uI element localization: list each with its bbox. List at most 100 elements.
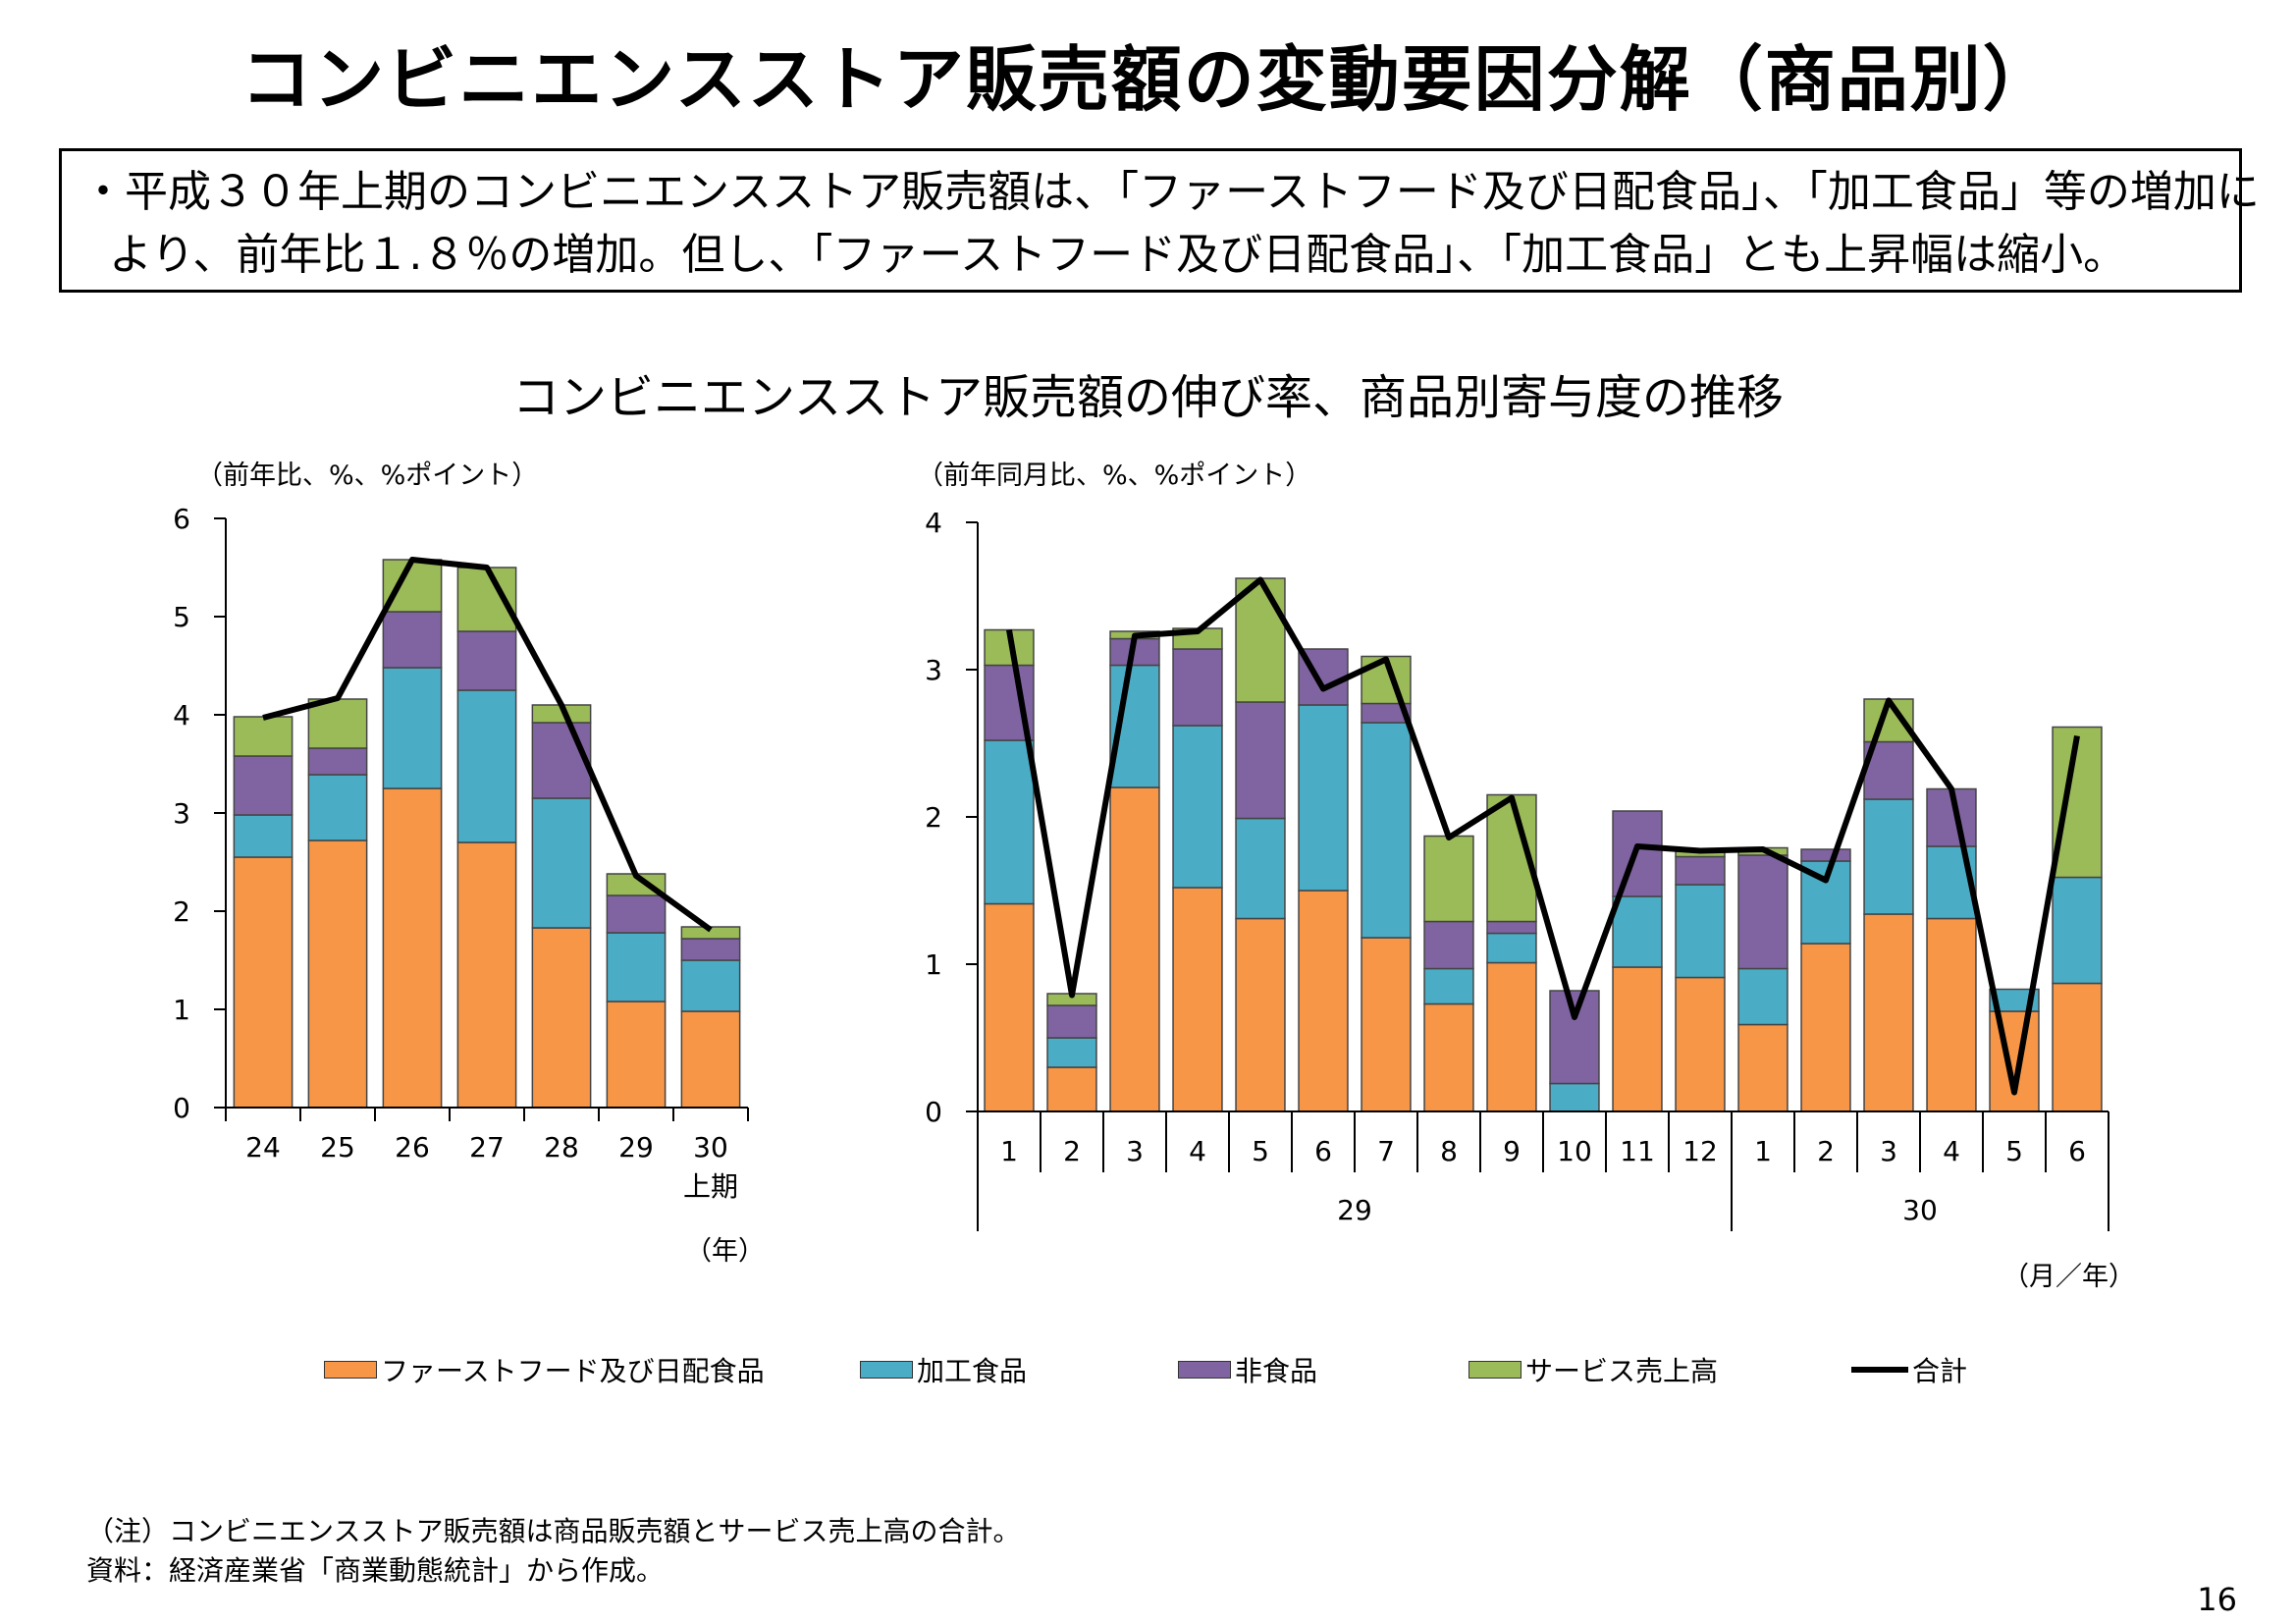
bar-segment-non-food — [1486, 920, 1537, 935]
x-tick-label: 8 — [1440, 1135, 1458, 1167]
bar-segment-non-food — [1423, 920, 1474, 970]
bar-segment-processed-food — [1863, 798, 1914, 915]
bar-segment-non-food — [680, 938, 741, 961]
y-tick-label: 5 — [173, 601, 190, 633]
bar-segment-non-food — [382, 611, 443, 669]
x-group-label: 30 — [1902, 1194, 1938, 1226]
x-tick-label: 1 — [1754, 1135, 1772, 1167]
bar-segment-fastfood — [1298, 890, 1349, 1112]
summary-line-2: より、前年比１.８％の増加。但し、「ファーストフード及び日配食品」、「加工食品」… — [109, 230, 2127, 280]
y-tick-label: 4 — [925, 507, 942, 539]
y-tick-label: 0 — [925, 1096, 942, 1128]
y-tick-label: 1 — [173, 994, 190, 1026]
bar-segment-non-food — [1172, 648, 1223, 727]
bar-segment-processed-food — [680, 959, 741, 1012]
bar-segment-fastfood — [2052, 982, 2103, 1112]
bar-segment-non-food — [307, 747, 368, 776]
bar-segment-processed-food — [2052, 876, 2103, 985]
bar-segment-service — [1235, 577, 1286, 703]
bar-segment-processed-food — [606, 932, 667, 1002]
total-line — [262, 557, 713, 933]
x-tick-label: 3 — [1880, 1135, 1897, 1167]
legend-item-total: 合計 — [1851, 1350, 1967, 1389]
notes: （注）コンビニエンスストア販売額は商品販売額とサービス売上高の合計。 資料：経済… — [86, 1512, 1020, 1591]
y-tick-label: 2 — [925, 801, 942, 834]
bar-segment-fastfood — [680, 1010, 741, 1109]
right-chart-unit-label: （前年同月比、%、%ポイント） — [917, 460, 1312, 491]
right-chart-x-unit: （月／年） — [2002, 1262, 2135, 1292]
x-tick-label: 5 — [2005, 1135, 2023, 1167]
legend-label-processed-food: 加工食品 — [917, 1355, 1028, 1387]
bar-segment-processed-food — [984, 739, 1035, 905]
bar-segment-fastfood — [984, 902, 1035, 1112]
page-title: コンビニエンスストア販売額の変動要因分解（商品別） — [240, 38, 2056, 121]
x-tick-label: 1 — [1000, 1135, 1018, 1167]
legend-item-non-food: 非食品 — [1178, 1350, 1317, 1389]
y-tick-label: 2 — [173, 895, 190, 928]
bar-segment-processed-food — [1361, 722, 1412, 939]
bar-segment-non-food — [1800, 848, 1851, 862]
total-line — [1006, 576, 2080, 1096]
bar-segment-processed-food — [1612, 895, 1663, 968]
bar-segment-non-food — [1235, 701, 1286, 820]
x-tick-label: 2 — [1063, 1135, 1081, 1167]
bar-segment-processed-food — [1737, 967, 1789, 1026]
bar-segment-fastfood — [382, 787, 443, 1109]
x-tick-label: 3 — [1126, 1135, 1144, 1167]
legend-label-service: サービス売上高 — [1525, 1355, 1719, 1387]
bar-segment-fastfood — [1486, 961, 1537, 1112]
bar-segment-processed-food — [1172, 725, 1223, 889]
bar-segment-fastfood — [233, 856, 294, 1109]
bar-segment-fastfood — [1172, 887, 1223, 1112]
legend-swatch-processed-food — [860, 1361, 913, 1379]
x-tick-label: 4 — [1189, 1135, 1206, 1167]
note-line-2: 資料：経済産業省「商業動態統計」から作成。 — [86, 1554, 665, 1587]
legend-item-processed-food: 加工食品 — [860, 1350, 1027, 1389]
bar-segment-fastfood — [1361, 937, 1412, 1112]
x-tick-label: 29 — [618, 1131, 654, 1164]
legend: ファーストフード及び日配食品 加工食品 非食品 サービス売上高 合計 — [0, 1350, 2296, 1389]
left-chart: 0 1 2 3 4 5 6 24 25 26 27 28 29 30 上期 — [173, 503, 749, 1203]
bar-segment-fastfood — [606, 1001, 667, 1109]
bar-segment-fastfood — [1737, 1023, 1789, 1112]
bar-segment-service — [382, 559, 443, 613]
x-tick-label: 9 — [1503, 1135, 1521, 1167]
legend-item-fastfood: ファーストフード及び日配食品 — [324, 1350, 765, 1389]
bar-segment-non-food — [1046, 1004, 1097, 1039]
bar-segment-processed-food — [456, 689, 517, 843]
bar-segment-fastfood — [1423, 1002, 1474, 1112]
bar-segment-non-food — [1675, 855, 1726, 886]
x-tick-label: 7 — [1377, 1135, 1395, 1167]
y-tick-label: 3 — [925, 654, 942, 686]
x-tick-label: 4 — [1943, 1135, 1960, 1167]
bar-segment-processed-food — [233, 814, 294, 858]
bar-segment-fastfood — [456, 841, 517, 1109]
bar-segment-fastfood — [1109, 786, 1160, 1112]
legend-swatch-service — [1468, 1361, 1522, 1379]
bar-segment-fastfood — [1046, 1066, 1097, 1112]
left-chart-unit-label: （前年比、%、%ポイント） — [196, 460, 539, 491]
left-chart-x-unit: （年） — [685, 1236, 765, 1267]
bar-segment-fastfood — [531, 927, 592, 1109]
bar-segment-non-food — [456, 630, 517, 691]
legend-swatch-fastfood — [324, 1361, 377, 1379]
bar-segment-processed-food — [1046, 1037, 1097, 1068]
x-tick-label: 24 — [245, 1131, 281, 1164]
y-tick-label: 4 — [173, 699, 190, 731]
y-tick-label: 6 — [173, 503, 190, 535]
x-tick-label: 27 — [469, 1131, 505, 1164]
bar-segment-non-food — [233, 755, 294, 816]
legend-item-service: サービス売上高 — [1468, 1350, 1718, 1389]
x-tick-label: 11 — [1620, 1135, 1655, 1167]
bar-segment-service — [233, 716, 294, 757]
bar-segment-fastfood — [1989, 1010, 2040, 1112]
x-tick-sublabel: 上期 — [683, 1170, 738, 1203]
bar-segment-fastfood — [1863, 913, 1914, 1112]
bar-segment-fastfood — [1926, 917, 1977, 1112]
x-tick-label: 6 — [1314, 1135, 1332, 1167]
chart-title: コンビニエンスストア販売額の伸び率、商品別寄与度の推移 — [511, 370, 1785, 425]
summary-box: ・平成３０年上期のコンビニエンスストア販売額は、「ファーストフード及び日配食品」… — [59, 148, 2260, 293]
x-tick-label: 2 — [1817, 1135, 1835, 1167]
